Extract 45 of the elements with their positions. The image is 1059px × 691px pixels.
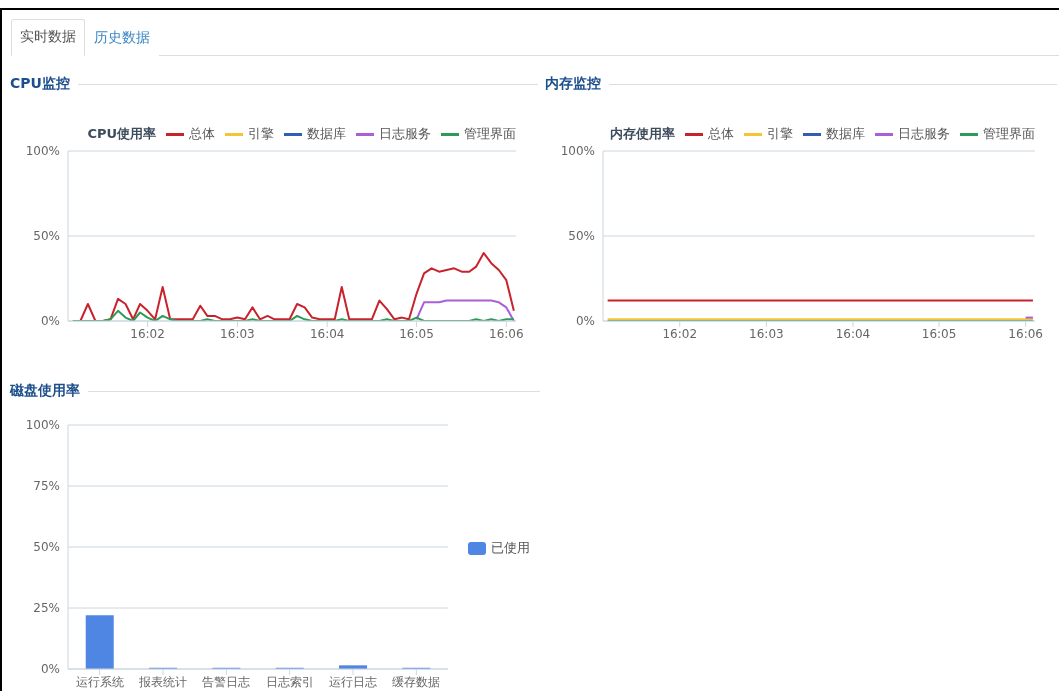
x-tick-label: 16:02 <box>662 326 698 341</box>
x-tick-label: 告警日志 <box>202 674 251 689</box>
x-tick-label: 16:03 <box>220 326 255 341</box>
y-tick-label: 100% <box>25 144 60 159</box>
legend-label: 管理界面 <box>982 125 1035 143</box>
chart-title: 内存监控 <box>545 75 601 93</box>
x-tick-label: 16:06 <box>1008 326 1043 341</box>
y-tick-label: 50% <box>33 229 60 244</box>
y-tick-label: 0% <box>40 314 60 329</box>
x-tick-label: 16:04 <box>835 326 871 341</box>
x-tick-label: 缓存数据 <box>392 674 441 689</box>
y-tick-label: 100% <box>560 144 595 159</box>
x-tick-label: 16:03 <box>749 326 784 341</box>
y-tick-label: 25% <box>33 601 60 616</box>
y-tick-label: 100% <box>25 418 60 433</box>
legend-label: 管理界面 <box>463 125 516 143</box>
legend-title: CPU使用率 <box>87 125 156 143</box>
legend-title: 内存使用率 <box>610 125 675 143</box>
x-tick-label: 16:05 <box>399 326 434 341</box>
legend-label: 引擎 <box>247 125 274 143</box>
y-tick-label: 50% <box>568 229 595 244</box>
text: 历史数据 <box>85 20 159 56</box>
x-tick-label: 运行系统 <box>75 674 124 689</box>
legend-label: 数据库 <box>825 125 865 143</box>
y-tick-label: 75% <box>33 479 60 494</box>
chart-title: CPU监控 <box>10 75 70 93</box>
x-tick-label: 16:02 <box>130 326 165 341</box>
y-tick-label: 0% <box>40 662 60 677</box>
legend-label: 总体 <box>707 125 734 143</box>
legend-label: 已使用 <box>490 539 530 557</box>
legend-label: 数据库 <box>306 125 346 143</box>
legend-label: 日志服务 <box>378 125 431 143</box>
x-tick-label: 日志索引 <box>265 674 314 689</box>
x-tick-label: 16:05 <box>921 326 957 341</box>
x-tick-label: 16:04 <box>309 326 345 341</box>
x-tick-label: 运行日志 <box>329 674 377 689</box>
legend-label: 日志服务 <box>897 125 950 143</box>
text: 实时数据 <box>11 19 85 56</box>
legend-label: 总体 <box>188 125 215 143</box>
legend-label: 引擎 <box>766 125 793 143</box>
y-tick-label: 0% <box>575 314 595 329</box>
x-tick-label: 报表统计 <box>138 674 187 689</box>
y-tick-label: 50% <box>33 540 60 555</box>
x-tick-label: 16:06 <box>489 326 524 341</box>
chart-title: 磁盘使用率 <box>10 382 80 400</box>
